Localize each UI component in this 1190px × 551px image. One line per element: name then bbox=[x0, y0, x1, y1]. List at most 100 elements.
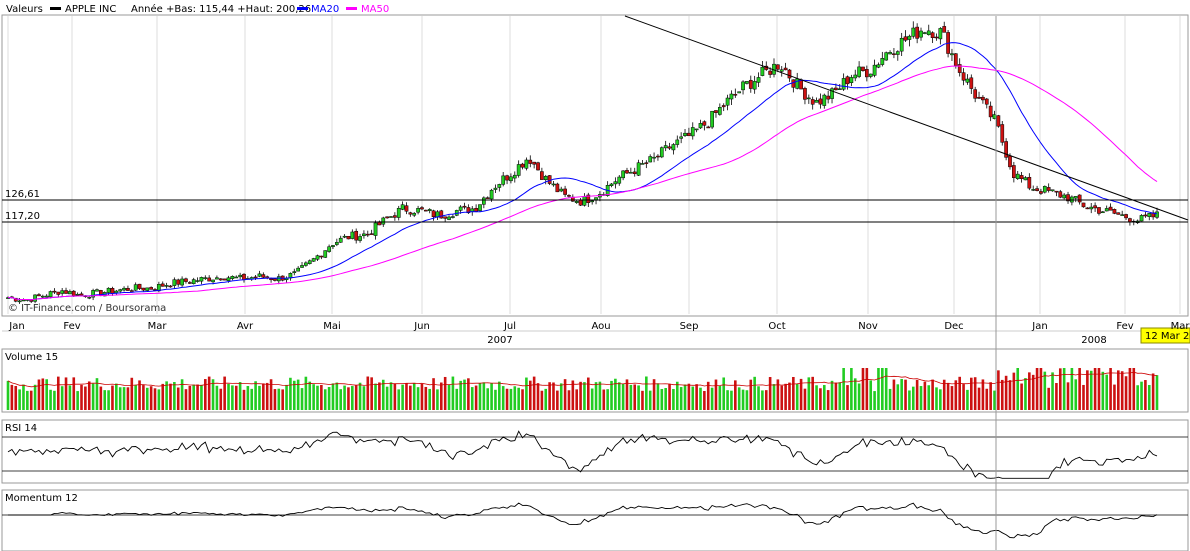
candle-body bbox=[381, 217, 386, 225]
volume-bar bbox=[130, 377, 134, 410]
candle-body bbox=[315, 255, 320, 260]
volume-bar bbox=[703, 390, 706, 410]
volume-bar bbox=[122, 387, 126, 410]
volume-bar bbox=[745, 390, 749, 410]
volume-bar bbox=[6, 380, 10, 410]
volume-bar bbox=[989, 382, 992, 410]
volume-bar bbox=[401, 384, 404, 410]
volume-bar bbox=[908, 390, 911, 410]
volume-bar bbox=[192, 384, 195, 410]
candle-body bbox=[942, 26, 947, 33]
momentum-polyline bbox=[8, 502, 1158, 539]
candle-body bbox=[354, 230, 359, 241]
volume-bar bbox=[304, 376, 308, 410]
legend-ma20: MA20 bbox=[311, 4, 339, 15]
candle-body bbox=[1147, 213, 1152, 217]
candle-body bbox=[1046, 187, 1051, 191]
volume-bar bbox=[954, 380, 958, 410]
month-tick-label: Oct bbox=[768, 321, 785, 332]
candle-body bbox=[478, 204, 482, 211]
volume-bar bbox=[881, 368, 884, 410]
candle-body bbox=[234, 276, 239, 279]
volume-bar bbox=[904, 379, 907, 410]
volume-bar bbox=[80, 384, 83, 410]
volume-bar bbox=[981, 379, 985, 410]
date-flag-text: 12 Mar 20 bbox=[1145, 331, 1190, 342]
volume-bar bbox=[911, 386, 915, 410]
candle-body bbox=[466, 207, 471, 214]
candle-body bbox=[168, 285, 173, 288]
candle-body bbox=[1012, 165, 1016, 178]
volume-bar bbox=[780, 385, 784, 410]
volume-bar bbox=[1093, 368, 1097, 410]
volume-bar bbox=[494, 389, 497, 410]
volume-bar bbox=[327, 387, 331, 410]
volume-bar bbox=[45, 379, 48, 410]
candle-body bbox=[1089, 206, 1094, 210]
candle-body bbox=[300, 265, 304, 268]
month-tick-label: Mai bbox=[323, 321, 341, 332]
candle-body bbox=[806, 97, 811, 100]
volume-bar bbox=[95, 378, 99, 410]
candle-body bbox=[741, 81, 745, 91]
candle-body bbox=[919, 30, 923, 38]
volume-bar bbox=[246, 386, 250, 410]
candle-body bbox=[737, 91, 742, 94]
candle-body bbox=[803, 88, 807, 100]
volume-bar bbox=[1105, 374, 1109, 410]
candle-body bbox=[346, 235, 351, 240]
candle-body bbox=[694, 128, 699, 131]
volume-bar bbox=[366, 376, 370, 410]
volume-bar bbox=[532, 376, 536, 410]
candle-body bbox=[451, 216, 455, 218]
volume-bar bbox=[22, 384, 25, 410]
volume-bar bbox=[273, 389, 277, 410]
year-label-2007: 2007 bbox=[487, 335, 512, 346]
volume-bar bbox=[1058, 368, 1062, 410]
candle-body bbox=[1031, 189, 1036, 191]
volume-bar bbox=[997, 370, 1000, 410]
volume-bar bbox=[238, 382, 242, 410]
month-tick-label: Sep bbox=[680, 321, 699, 332]
volume-bar bbox=[196, 384, 199, 410]
candle-body bbox=[238, 274, 242, 278]
volume-bar bbox=[258, 385, 261, 410]
volume-bar bbox=[1028, 372, 1031, 410]
candle-body bbox=[485, 197, 490, 199]
volume-bar bbox=[548, 382, 551, 410]
candle-body bbox=[439, 210, 444, 219]
volume-bar bbox=[467, 378, 470, 410]
volume-bar bbox=[761, 390, 764, 410]
volume-bar bbox=[962, 384, 965, 410]
volume-bar bbox=[29, 390, 33, 410]
candle-body bbox=[184, 278, 188, 282]
volume-bar bbox=[939, 389, 942, 410]
volume-bar bbox=[10, 384, 14, 410]
candle-body bbox=[276, 276, 281, 282]
candle-body bbox=[984, 98, 989, 105]
volume-bar bbox=[1012, 372, 1016, 410]
candle-body bbox=[21, 299, 26, 302]
candle-body bbox=[1054, 190, 1059, 193]
volume-bar bbox=[718, 386, 722, 410]
volume-bar bbox=[896, 384, 900, 410]
volume-bar bbox=[320, 384, 323, 410]
volume-bar bbox=[1016, 368, 1020, 410]
volume-bar bbox=[436, 389, 439, 410]
volume-bar bbox=[463, 379, 466, 410]
candle-body bbox=[795, 78, 800, 89]
candle-body bbox=[1155, 211, 1159, 218]
candle-body bbox=[126, 288, 130, 291]
watermark: © IT-Finance.com / Boursorama bbox=[8, 303, 166, 314]
volume-ma-line bbox=[7, 371, 1158, 388]
candle-body bbox=[207, 277, 212, 282]
volume-bar bbox=[138, 380, 141, 410]
volume-bar bbox=[822, 385, 826, 410]
price-levels: 126,61 117,20 bbox=[2, 189, 1188, 223]
volume-bar bbox=[424, 386, 428, 410]
volume-bar bbox=[1117, 370, 1120, 410]
candle-body bbox=[1039, 191, 1043, 194]
candle-body bbox=[934, 36, 939, 39]
volume-bar bbox=[556, 390, 559, 410]
candle-body bbox=[652, 156, 656, 159]
